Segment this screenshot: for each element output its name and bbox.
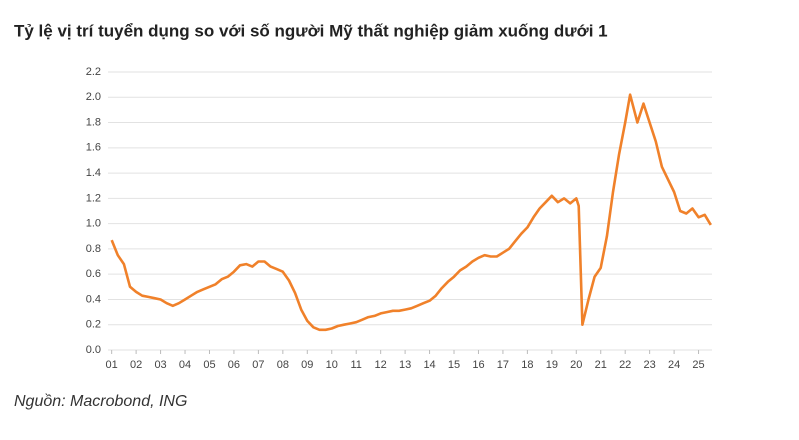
- y-tick-label: 2.2: [86, 66, 101, 78]
- x-tick-label: 08: [277, 359, 289, 371]
- y-tick-label: 1.8: [86, 116, 101, 128]
- y-tick-label: 1.6: [86, 142, 101, 154]
- x-tick-label: 01: [106, 359, 118, 371]
- x-tick-label: 17: [497, 359, 509, 371]
- y-tick-label: 1.0: [86, 218, 101, 230]
- y-tick-label: 0.0: [86, 344, 101, 356]
- data-line: [110, 93, 712, 332]
- x-tick-label: 05: [203, 359, 215, 371]
- x-tick-label: 15: [448, 359, 460, 371]
- y-tick-label: 0.2: [86, 319, 101, 331]
- x-tick-label: 18: [521, 359, 533, 371]
- source-note: Nguồn: Macrobond, ING: [14, 393, 187, 410]
- x-tick-label: 02: [130, 359, 142, 371]
- x-tick-label: 20: [570, 359, 582, 371]
- x-tick-label: 25: [692, 359, 704, 371]
- y-tick-label: 1.4: [86, 167, 101, 179]
- x-tick-label: 14: [423, 359, 435, 371]
- x-tick-label: 22: [619, 359, 631, 371]
- x-tick-label: 13: [399, 359, 411, 371]
- x-tick-label: 21: [595, 359, 607, 371]
- y-tick-label: 0.8: [86, 243, 101, 255]
- x-tick-label: 06: [228, 359, 240, 371]
- y-tick-label: 2.0: [86, 91, 101, 103]
- y-tick-label: 0.4: [86, 293, 101, 305]
- y-tick-label: 1.2: [86, 192, 101, 204]
- x-tick-label: 11: [350, 359, 361, 371]
- x-tick-label: 04: [179, 359, 191, 371]
- x-tick-label: 24: [668, 359, 680, 371]
- x-tick-label: 10: [326, 359, 338, 371]
- x-tick-label: 07: [252, 359, 264, 371]
- x-tick-label: 19: [546, 359, 558, 371]
- x-tick-label: 16: [472, 359, 484, 371]
- x-tick-label: 23: [644, 359, 656, 371]
- y-tick-label: 0.6: [86, 268, 101, 280]
- x-tick-label: 12: [375, 359, 387, 371]
- chart-title: Tỷ lệ vị trí tuyển dụng so với số người …: [14, 21, 608, 40]
- x-tick-label: 09: [301, 359, 313, 371]
- x-tick-label: 03: [154, 359, 166, 371]
